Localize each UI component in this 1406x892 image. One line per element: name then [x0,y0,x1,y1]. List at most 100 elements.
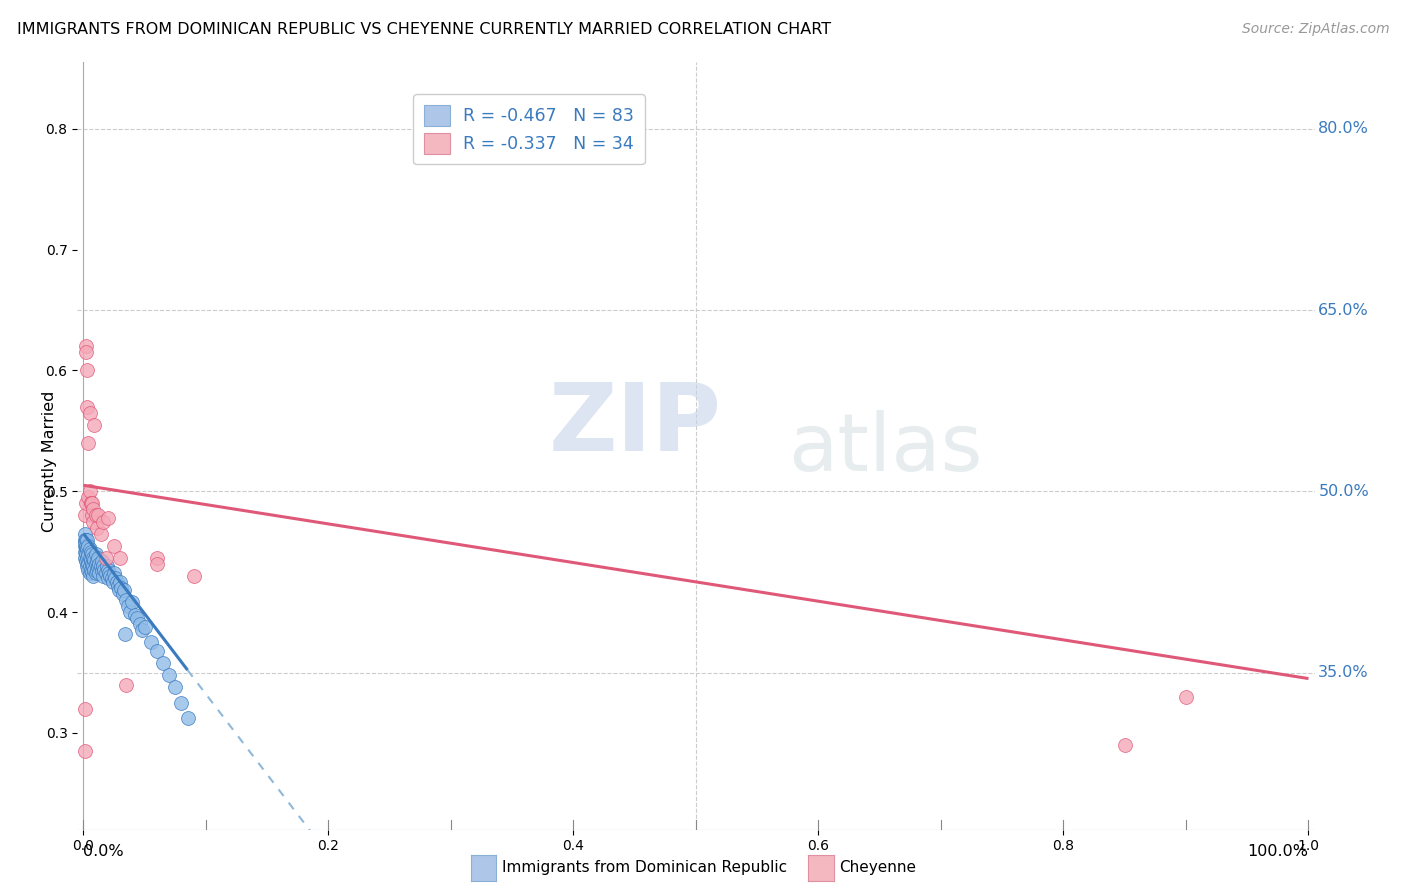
Point [157,668,180,682]
Point [176,711,198,725]
Point [89,557,111,571]
Point [82,550,104,565]
Point [80,508,103,523]
Point [76,363,98,377]
Point [90,554,112,568]
Point [104,571,127,585]
Point [90,559,112,574]
Point [84,566,107,581]
Point [134,619,156,633]
Point [97,571,120,585]
Point [97,511,120,525]
Point [89,566,111,581]
Text: 80.0%: 80.0% [1319,121,1369,136]
Point [75,345,97,359]
Point [110,581,132,595]
Point [79,406,101,420]
Point [128,617,150,632]
Point [73,702,96,716]
Point [165,680,187,694]
Point [75,542,97,557]
Point [83,553,105,567]
Point [73,526,96,541]
Point [170,696,193,710]
Text: 0.0%: 0.0% [83,844,124,859]
Text: 50.0%: 50.0% [1319,483,1369,499]
Point [90,564,112,578]
Legend: R = -0.467   N = 83, R = -0.337   N = 34: R = -0.467 N = 83, R = -0.337 N = 34 [413,95,645,164]
Point [76,533,98,547]
Point [94,566,117,581]
Point [80,553,103,567]
Point [86,520,108,534]
Point [75,339,97,353]
Point [75,547,97,561]
Point [73,550,96,565]
Point [86,564,108,578]
Point [91,569,114,583]
Point [82,515,104,529]
Point [97,563,120,577]
Point [115,677,138,691]
Point [79,559,101,574]
Point [103,539,125,553]
Point [1114,738,1136,752]
Point [87,560,110,574]
Point [79,566,101,581]
Point [146,550,169,565]
Point [73,508,96,523]
Point [90,526,112,541]
Text: Source: ZipAtlas.com: Source: ZipAtlas.com [1241,22,1389,37]
Point [103,566,125,581]
Point [75,539,97,553]
Point [83,417,105,432]
Point [100,571,122,585]
Point [80,557,103,571]
Point [115,593,138,607]
Point [82,502,104,516]
Point [80,547,103,561]
Point [80,566,103,580]
Point [107,578,129,592]
Point [77,491,100,505]
Point [79,550,101,565]
Text: IMMIGRANTS FROM DOMINICAN REPUBLIC VS CHEYENNE CURRENTLY MARRIED CORRELATION CHA: IMMIGRANTS FROM DOMINICAN REPUBLIC VS CH… [17,22,831,37]
Point [73,539,96,553]
Point [146,644,169,658]
Point [108,574,131,589]
Point [87,508,110,523]
Point [73,533,96,547]
Point [94,550,117,565]
Point [80,545,103,559]
Point [75,496,97,510]
Text: ZIP: ZIP [548,379,721,471]
Point [86,554,108,568]
Point [76,400,98,414]
Point [82,569,104,583]
Point [80,496,103,510]
Point [79,484,101,499]
Text: 100.0%: 100.0% [1247,844,1309,859]
Text: 65.0%: 65.0% [1319,302,1369,318]
Point [73,535,96,549]
Point [114,627,136,641]
Point [112,583,135,598]
Point [79,542,101,557]
Point [83,563,105,577]
Point [76,550,98,565]
Point [118,605,141,619]
Point [183,569,205,583]
Point [77,549,100,563]
Point [77,539,100,553]
Point [96,559,118,574]
Point [93,563,115,577]
Point [77,563,100,577]
Text: Immigrants from Dominican Republic: Immigrants from Dominican Republic [502,861,787,875]
Point [101,574,124,589]
Point [91,515,114,529]
Point [82,559,104,574]
Point [77,436,100,450]
Text: Currently Married: Currently Married [42,391,56,532]
Point [80,563,103,577]
Point [124,607,146,622]
